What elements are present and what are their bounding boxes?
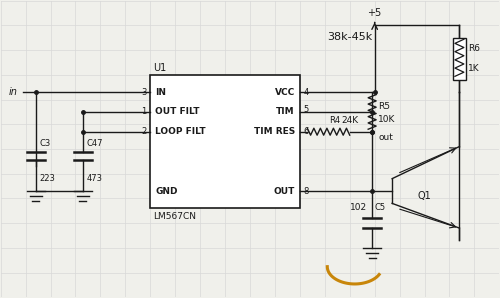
Text: in: in bbox=[8, 87, 17, 97]
Text: IN: IN bbox=[156, 88, 166, 97]
Text: 10K: 10K bbox=[378, 115, 396, 124]
Text: Q1: Q1 bbox=[417, 191, 431, 201]
Text: 223: 223 bbox=[40, 174, 56, 183]
Text: 1K: 1K bbox=[468, 64, 480, 73]
Text: LM567CN: LM567CN bbox=[153, 212, 196, 221]
Text: 38k-45k: 38k-45k bbox=[327, 32, 372, 42]
Text: C47: C47 bbox=[87, 139, 104, 148]
Text: OUT: OUT bbox=[274, 187, 295, 195]
Text: C5: C5 bbox=[374, 203, 386, 212]
Text: out: out bbox=[378, 133, 393, 142]
Text: R5: R5 bbox=[378, 103, 390, 111]
Text: TIM RES: TIM RES bbox=[254, 127, 295, 136]
Text: R6: R6 bbox=[468, 44, 480, 53]
Text: 1: 1 bbox=[141, 107, 146, 117]
Text: C3: C3 bbox=[40, 139, 51, 148]
Bar bbox=[150, 75, 300, 208]
Text: LOOP FILT: LOOP FILT bbox=[156, 127, 206, 136]
Text: 102: 102 bbox=[350, 203, 367, 212]
Text: 6: 6 bbox=[304, 127, 309, 136]
Text: 2: 2 bbox=[141, 127, 146, 136]
Text: 473: 473 bbox=[87, 174, 103, 183]
Text: 5: 5 bbox=[304, 105, 309, 114]
Text: OUT FILT: OUT FILT bbox=[156, 107, 200, 117]
Bar bbox=[453, 38, 466, 80]
Text: 24K: 24K bbox=[341, 116, 358, 125]
Text: VCC: VCC bbox=[274, 88, 295, 97]
Text: GND: GND bbox=[156, 187, 178, 195]
Text: 8: 8 bbox=[304, 187, 309, 195]
Text: 3: 3 bbox=[141, 88, 146, 97]
Text: 4: 4 bbox=[304, 88, 309, 97]
Text: TIM: TIM bbox=[276, 107, 295, 117]
Text: U1: U1 bbox=[153, 63, 166, 73]
Text: +5: +5 bbox=[368, 8, 382, 18]
Text: R4: R4 bbox=[329, 116, 340, 125]
